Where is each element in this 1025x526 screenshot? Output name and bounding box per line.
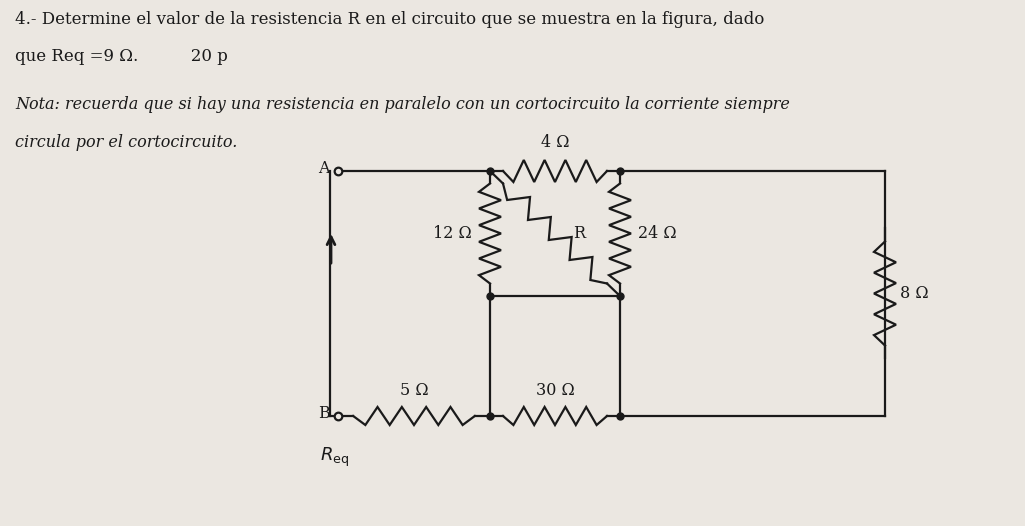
Text: 12 Ω: 12 Ω <box>434 225 472 242</box>
Text: 24 Ω: 24 Ω <box>638 225 676 242</box>
Text: 8 Ω: 8 Ω <box>900 285 929 302</box>
Text: Nota: recuerda que si hay una resistencia en paralelo con un cortocircuito la co: Nota: recuerda que si hay una resistenci… <box>15 96 790 113</box>
Text: 5 Ω: 5 Ω <box>400 382 428 399</box>
Text: que Req =9 Ω.          20 p: que Req =9 Ω. 20 p <box>15 48 228 65</box>
Text: $R_{\rm eq}$: $R_{\rm eq}$ <box>320 446 350 469</box>
Text: 4.- Determine el valor de la resistencia R en el circuito que se muestra en la f: 4.- Determine el valor de la resistencia… <box>15 11 765 28</box>
Text: 30 Ω: 30 Ω <box>536 382 574 399</box>
Text: R: R <box>573 225 585 242</box>
Text: A: A <box>319 160 330 177</box>
Text: 4 Ω: 4 Ω <box>541 134 569 151</box>
Text: circula por el cortocircuito.: circula por el cortocircuito. <box>15 134 238 151</box>
Text: B: B <box>318 406 330 422</box>
